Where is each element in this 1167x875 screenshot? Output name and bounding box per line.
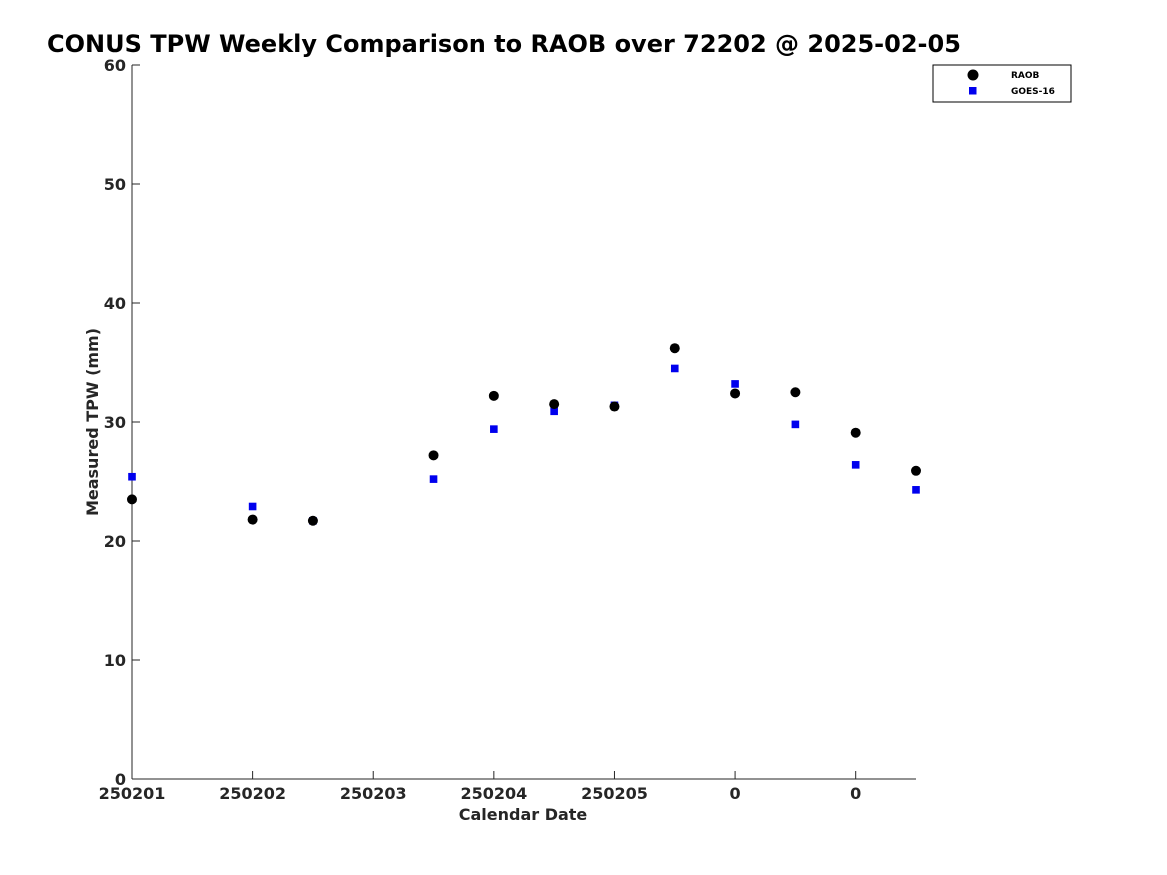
goes16-point — [670, 364, 679, 373]
x-tick-label: 250205 — [581, 784, 648, 803]
y-tick-label: 0 — [115, 770, 126, 789]
goes16-point — [248, 502, 257, 511]
y-axis-label: Measured TPW (mm) — [83, 328, 102, 516]
legend-label-raob: RAOB — [1011, 71, 1040, 81]
x-tick-label: 250203 — [340, 784, 407, 803]
goes16-point — [851, 461, 860, 469]
raob-point — [609, 401, 620, 412]
goes16-point — [912, 486, 920, 494]
raob-point — [247, 514, 258, 525]
raob-point — [307, 515, 318, 526]
legend-marker-goes16 — [969, 87, 977, 95]
raob-point — [850, 427, 861, 438]
y-tick-label: 20 — [104, 532, 126, 551]
chart-title: CONUS TPW Weekly Comparison to RAOB over… — [47, 30, 961, 58]
goes16-point — [429, 475, 438, 483]
y-tick-label: 40 — [104, 294, 126, 313]
legend-box — [932, 64, 1072, 103]
y-tick-label: 10 — [104, 651, 126, 670]
y-tick-label: 50 — [104, 175, 126, 194]
x-tick-label: 250202 — [219, 784, 286, 803]
y-tick-label: 30 — [104, 413, 126, 432]
legend: RAOB GOES-16 — [932, 64, 1072, 103]
raob-point — [669, 343, 680, 354]
raob-point — [549, 399, 560, 410]
x-axis-ticks: 250201 250202 250203 250204 250205 0 0 — [99, 771, 861, 803]
x-tick-label: 0 — [730, 784, 741, 803]
goes16-point — [490, 425, 498, 433]
x-axis-label: Calendar Date — [459, 805, 588, 824]
raob-point — [488, 390, 499, 401]
x-tick-label: 0 — [850, 784, 861, 803]
goes16-point — [128, 472, 136, 481]
goes16-point — [791, 420, 800, 429]
raob-point — [428, 450, 439, 461]
raob-point — [730, 388, 741, 399]
data-series — [127, 343, 921, 526]
raob-point — [911, 465, 921, 476]
y-tick-label: 60 — [104, 56, 126, 75]
raob-point — [790, 387, 801, 398]
raob-point — [127, 494, 137, 505]
legend-marker-raob — [967, 69, 979, 81]
legend-label-goes16: GOES-16 — [1011, 87, 1055, 97]
y-axis-ticks: 0 10 20 30 40 50 60 — [104, 56, 140, 789]
x-tick-label: 250204 — [460, 784, 527, 803]
goes16-point — [731, 380, 739, 388]
x-tick-label: 250201 — [99, 784, 166, 803]
goes16-point — [550, 407, 558, 416]
